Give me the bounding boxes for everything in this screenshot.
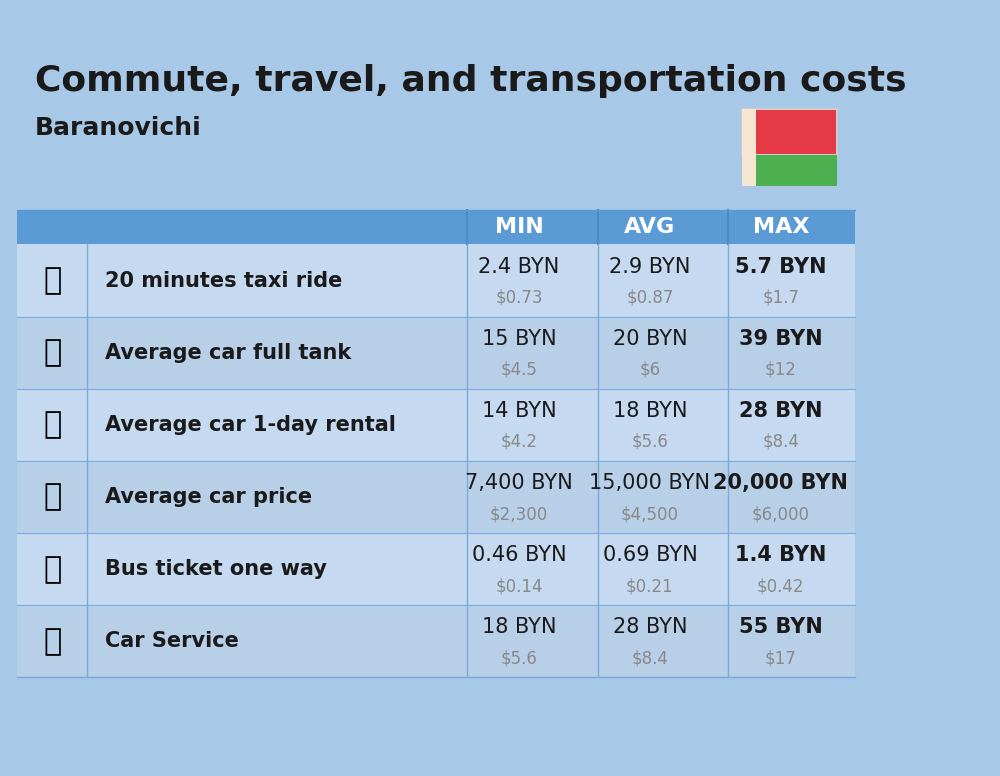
Text: $0.42: $0.42 (757, 577, 805, 595)
Text: $0.21: $0.21 (626, 577, 674, 595)
Text: $6: $6 (639, 361, 660, 379)
Text: Average car price: Average car price (105, 487, 312, 507)
Text: 18 BYN: 18 BYN (482, 618, 556, 637)
Text: 🚕: 🚕 (43, 266, 61, 295)
Text: MIN: MIN (495, 217, 543, 237)
Text: Commute, travel, and transportation costs: Commute, travel, and transportation cost… (35, 64, 907, 99)
Text: 2.4 BYN: 2.4 BYN (478, 257, 560, 276)
FancyBboxPatch shape (742, 109, 837, 155)
FancyBboxPatch shape (742, 109, 756, 186)
Text: $5.6: $5.6 (501, 650, 538, 667)
Text: AVG: AVG (624, 217, 676, 237)
FancyBboxPatch shape (17, 317, 855, 389)
Text: Car Service: Car Service (105, 632, 239, 651)
Text: $5.6: $5.6 (631, 433, 668, 451)
Text: 18 BYN: 18 BYN (613, 401, 687, 421)
Text: $2,300: $2,300 (490, 505, 548, 523)
Text: 🚗: 🚗 (43, 483, 61, 511)
FancyBboxPatch shape (17, 605, 855, 677)
Text: 20 minutes taxi ride: 20 minutes taxi ride (105, 271, 342, 290)
FancyBboxPatch shape (0, 23, 872, 210)
Text: 🔧: 🔧 (43, 627, 61, 656)
Text: $8.4: $8.4 (762, 433, 799, 451)
Text: $4.2: $4.2 (501, 433, 538, 451)
FancyBboxPatch shape (17, 461, 855, 533)
Text: Bus ticket one way: Bus ticket one way (105, 559, 327, 579)
Text: ⛽: ⛽ (43, 338, 61, 367)
Text: 28 BYN: 28 BYN (739, 401, 823, 421)
Text: $0.73: $0.73 (495, 289, 543, 307)
Text: 1.4 BYN: 1.4 BYN (735, 546, 826, 565)
Text: $0.14: $0.14 (495, 577, 543, 595)
Text: Baranovichi: Baranovichi (35, 116, 202, 140)
FancyBboxPatch shape (17, 210, 855, 244)
Text: $4,500: $4,500 (621, 505, 679, 523)
Text: $4.5: $4.5 (501, 361, 538, 379)
Text: 15 BYN: 15 BYN (482, 329, 556, 348)
Text: 7,400 BYN: 7,400 BYN (465, 473, 573, 493)
Text: 0.46 BYN: 0.46 BYN (472, 546, 566, 565)
Text: $6,000: $6,000 (752, 505, 810, 523)
FancyBboxPatch shape (17, 389, 855, 461)
Text: 🚌: 🚌 (43, 555, 61, 584)
FancyBboxPatch shape (17, 533, 855, 605)
Text: Average car full tank: Average car full tank (105, 343, 351, 362)
Text: 20 BYN: 20 BYN (613, 329, 687, 348)
Text: 15,000 BYN: 15,000 BYN (589, 473, 710, 493)
Text: 55 BYN: 55 BYN (739, 618, 823, 637)
Text: 0.69 BYN: 0.69 BYN (603, 546, 697, 565)
Text: 39 BYN: 39 BYN (739, 329, 823, 348)
Text: $0.87: $0.87 (626, 289, 674, 307)
Text: $1.7: $1.7 (762, 289, 799, 307)
Text: MAX: MAX (753, 217, 809, 237)
Text: $12: $12 (765, 361, 797, 379)
Text: 14 BYN: 14 BYN (482, 401, 556, 421)
Text: 5.7 BYN: 5.7 BYN (735, 257, 827, 276)
Text: 2.9 BYN: 2.9 BYN (609, 257, 691, 276)
FancyBboxPatch shape (17, 244, 855, 317)
Text: $17: $17 (765, 650, 797, 667)
Text: Average car 1-day rental: Average car 1-day rental (105, 415, 396, 435)
Text: 🚗: 🚗 (43, 411, 61, 439)
Text: $8.4: $8.4 (631, 650, 668, 667)
FancyBboxPatch shape (742, 155, 837, 186)
Text: 28 BYN: 28 BYN (613, 618, 687, 637)
Text: 20,000 BYN: 20,000 BYN (713, 473, 848, 493)
